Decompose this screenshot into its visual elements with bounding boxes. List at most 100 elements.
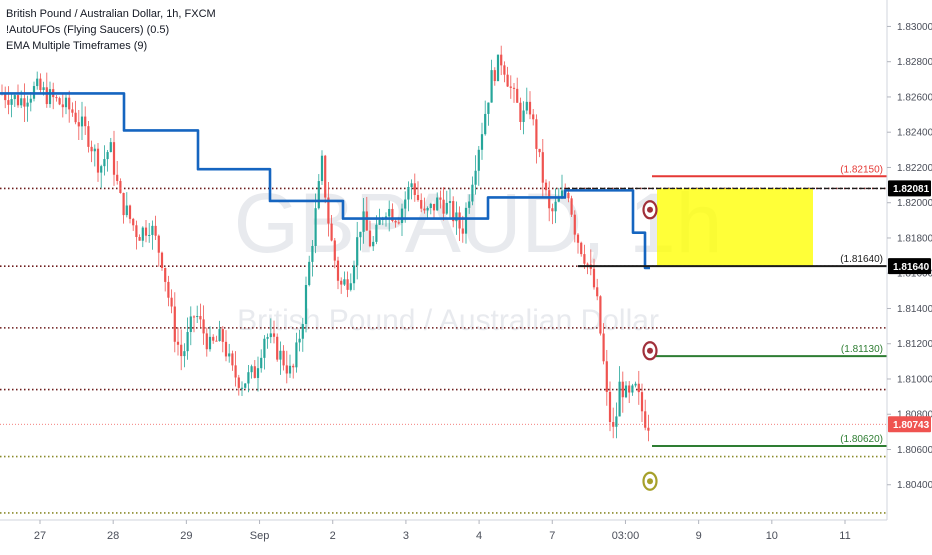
candle-body [330,223,333,241]
candle-body [228,353,231,357]
candle-body [490,70,493,103]
candle-body [148,234,151,236]
candle [429,202,432,215]
symbol-title[interactable]: British Pound / Australian Dollar, 1h, F… [6,8,216,20]
candle-body [4,93,7,101]
candle [362,197,365,244]
candle-body [439,197,442,200]
ema-step-line [0,92,650,270]
time-axis[interactable]: 27 28 29 Sep 2 3 4 7 03:00 9 10 11 [0,519,932,550]
level-ray-label: (1.81130) [841,344,883,355]
candle [608,381,612,432]
candle-body [61,104,64,108]
candle [615,402,618,439]
candle-body [109,142,112,153]
ema-line [0,92,650,270]
watermark-symbol-name: British Pound / Australian Dollar [237,304,659,337]
candle-body [378,219,381,225]
candle-body [554,201,557,212]
candle-body [208,336,212,350]
candle-body [500,54,503,66]
ufo-dot [647,347,653,354]
candle [224,330,228,362]
candle [436,192,439,211]
candle-body [266,337,269,339]
candle [135,220,138,250]
candle [10,94,13,118]
candle-body [218,329,221,342]
candle-body [615,416,618,427]
candle [138,234,141,241]
price-tick-label: 1.80600 [897,445,932,456]
candle-body [448,201,452,203]
candle [77,110,80,141]
candle-body [36,78,39,87]
candle-body [528,101,532,115]
candle-body [576,234,580,243]
candle [420,193,423,213]
candle [320,150,324,185]
candle [250,364,253,379]
time-tick-label: 10 [766,530,778,542]
candle [208,326,212,352]
candle [4,86,7,109]
candle-body [212,336,215,341]
candle [32,81,36,102]
indicator-ema[interactable]: EMA Multiple Timeframes (9) [6,40,148,52]
candle [496,54,500,82]
candle-body [525,101,528,111]
candle [16,84,20,108]
candle [407,181,410,212]
indicator-autoufos[interactable]: !AutoUFOs (Flying Saucers) (0.5) [6,24,170,36]
ufo-marker-lower [642,341,658,361]
candle-body [311,245,314,262]
candle-body [202,319,205,334]
candle-body [285,365,288,374]
time-tick-label: 27 [34,530,46,542]
candle [490,59,493,103]
candle [240,381,244,396]
candle-body [320,155,324,182]
candle [36,71,39,90]
candle-body [186,332,189,352]
price-tag: 1.80743 [888,416,931,433]
candle [128,204,132,224]
candle-body [234,365,237,378]
candle [256,356,260,392]
candle [519,97,522,130]
candle [445,190,448,215]
candle-body [301,324,304,339]
candle [487,102,490,126]
candle-body [464,207,468,234]
candle-body [516,88,519,103]
candle-body [356,237,359,266]
candle-body [263,338,266,358]
time-tick-label: 11 [839,530,850,542]
candle-body [458,212,461,229]
candle-body [192,316,196,318]
price-axis[interactable]: 1.83000 1.82800 1.82600 1.82400 1.82200 1.820… [886,0,932,550]
candle [522,101,525,135]
candle [423,197,426,214]
candle-body [215,340,218,342]
candle [647,414,650,442]
candle-body [429,203,432,209]
candle-body [333,240,336,261]
candle-body [42,87,45,90]
candle [263,335,266,370]
candle-body [605,361,608,392]
candle-body [471,184,474,202]
candle [484,100,487,136]
candle-body [237,377,240,388]
candle [573,210,576,243]
candle [432,203,436,218]
candle-body [596,287,599,297]
candle-body [224,341,228,357]
candle [586,262,589,275]
price-tag-bg [888,416,931,433]
ufo-dot [647,206,653,213]
candle-body [400,208,404,223]
candle [551,203,554,225]
